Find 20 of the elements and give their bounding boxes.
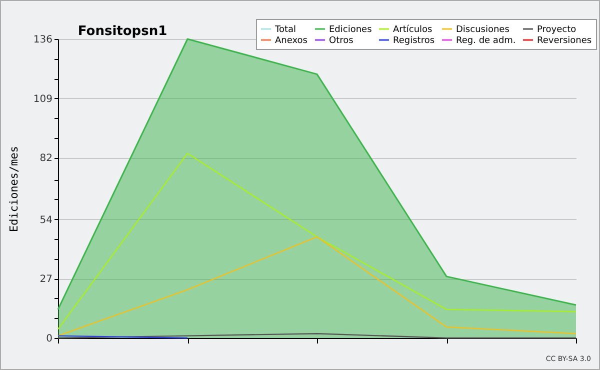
line-series xyxy=(57,152,577,330)
y-axis-title: Ediciones/mes xyxy=(7,146,20,232)
y-tick-label: 82 xyxy=(40,153,52,164)
legend-label: Ediciones xyxy=(329,25,372,35)
chart-title: Fonsitopsn1 xyxy=(78,24,168,39)
legend-label: Total xyxy=(274,25,296,35)
legend-label: Reversiones xyxy=(537,36,592,46)
y-tick-label: 0 xyxy=(46,334,52,344)
y-tick-label: 54 xyxy=(40,214,52,226)
legend-label: Artículos xyxy=(393,24,433,35)
legend-label: Discusiones xyxy=(456,25,510,35)
legend-label: Proyecto xyxy=(537,25,577,35)
legend-label: Reg. de adm. xyxy=(456,36,516,46)
legend-label: Anexos xyxy=(275,36,308,46)
y-tick-label: 27 xyxy=(40,274,52,286)
legend-label: Otros xyxy=(329,36,354,46)
y-tick-label: 136 xyxy=(33,34,52,46)
line-series xyxy=(57,236,577,336)
legend-label: Registros xyxy=(393,36,435,46)
y-tick-label: 109 xyxy=(33,94,52,105)
